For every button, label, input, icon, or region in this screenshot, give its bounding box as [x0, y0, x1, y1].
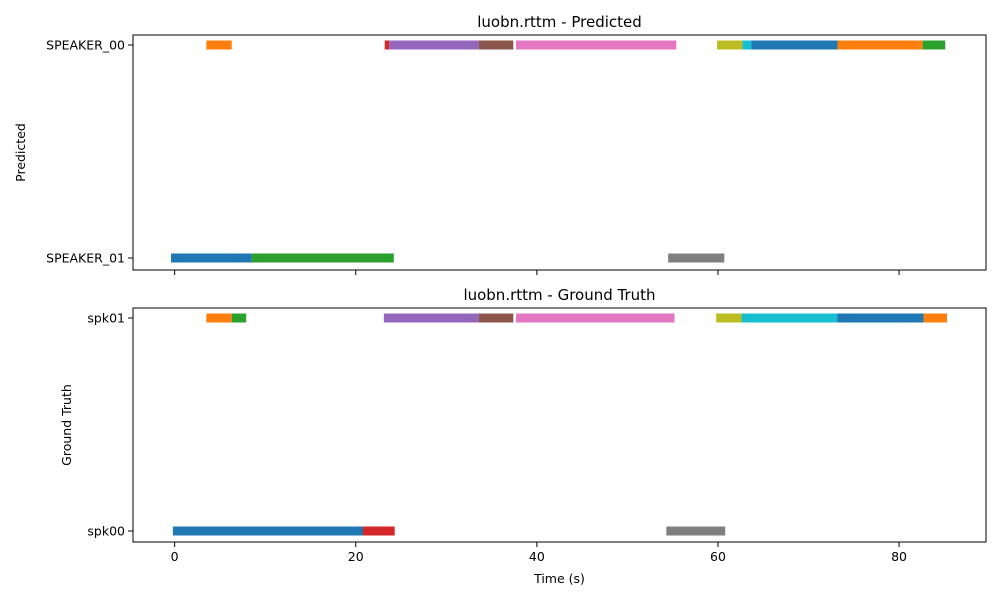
subplot-ground-truth: luobn.rttm - Ground Truth Ground Truth spk…	[59, 286, 987, 586]
plot-title: luobn.rttm - Ground Truth	[463, 286, 655, 304]
segment-bar	[741, 313, 838, 323]
x-tick-label: 60	[710, 549, 726, 564]
x-tick-label: 40	[529, 549, 545, 564]
segment-bar	[516, 313, 675, 323]
segment-bar	[231, 313, 247, 323]
y-tick-label: spk00	[87, 524, 125, 539]
plot-frame	[132, 34, 987, 271]
segment-bar	[717, 40, 743, 50]
subplot-predicted: luobn.rttm - Predicted Predicted SPEAKER_0…	[13, 13, 987, 275]
segment-bar	[478, 40, 514, 50]
segment-bar	[837, 40, 923, 50]
segment-bar	[516, 40, 677, 50]
plot-frame	[132, 307, 987, 543]
segment-bar	[751, 40, 838, 50]
segment-bar	[922, 40, 946, 50]
x-tick-label: 20	[348, 549, 364, 564]
x-axis-label: Time (s)	[533, 571, 585, 586]
y-tick-label: SPEAKER_01	[46, 251, 125, 266]
segment-bar	[171, 253, 252, 263]
y-tick-label: spk01	[87, 311, 125, 326]
segment-bar	[363, 526, 395, 536]
segment-bar	[742, 40, 752, 50]
y-axis-label: Predicted	[13, 123, 28, 182]
segment-bar	[666, 526, 726, 536]
plot-title: luobn.rttm - Predicted	[477, 13, 642, 31]
segment-bar	[206, 313, 232, 323]
segment-bar	[383, 313, 479, 323]
segment-bar	[251, 253, 394, 263]
segment-bar	[478, 313, 514, 323]
segment-bar	[837, 313, 924, 323]
segment-bar	[389, 40, 479, 50]
segment-bar	[716, 313, 742, 323]
segment-bar	[384, 40, 390, 50]
segment-bar	[923, 313, 948, 323]
segment-bar	[172, 526, 364, 536]
x-tick-label: 0	[171, 549, 179, 564]
x-tick-label: 80	[891, 549, 907, 564]
y-axis-label: Ground Truth	[59, 384, 74, 466]
y-tick-label: SPEAKER_00	[46, 38, 125, 53]
segment-bar	[206, 40, 232, 50]
segment-bar	[668, 253, 725, 263]
